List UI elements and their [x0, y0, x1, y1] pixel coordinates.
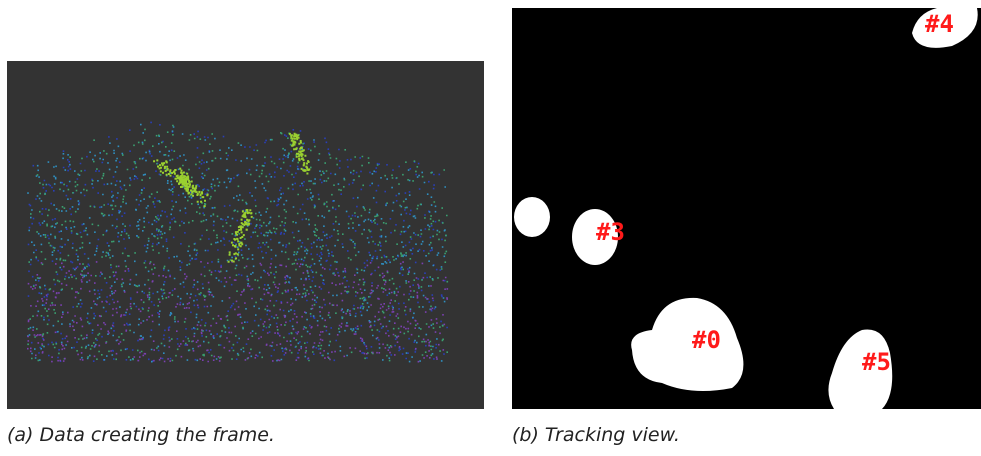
blob [514, 197, 550, 237]
point-cloud-view [7, 61, 484, 409]
tracking-view: #3 #0 #5 #4 [512, 8, 981, 409]
caption: (a) Data creating the frame. [7, 424, 275, 446]
background [512, 8, 981, 409]
track-label: #3 [596, 218, 625, 246]
page: #3 #0 #5 #4 (a) Data creating the frame.… [0, 0, 981, 456]
caption: (b) Tracking view. [512, 424, 680, 446]
track-label: #0 [692, 326, 721, 354]
track-label: #5 [862, 348, 891, 376]
track-label: #4 [925, 10, 954, 38]
